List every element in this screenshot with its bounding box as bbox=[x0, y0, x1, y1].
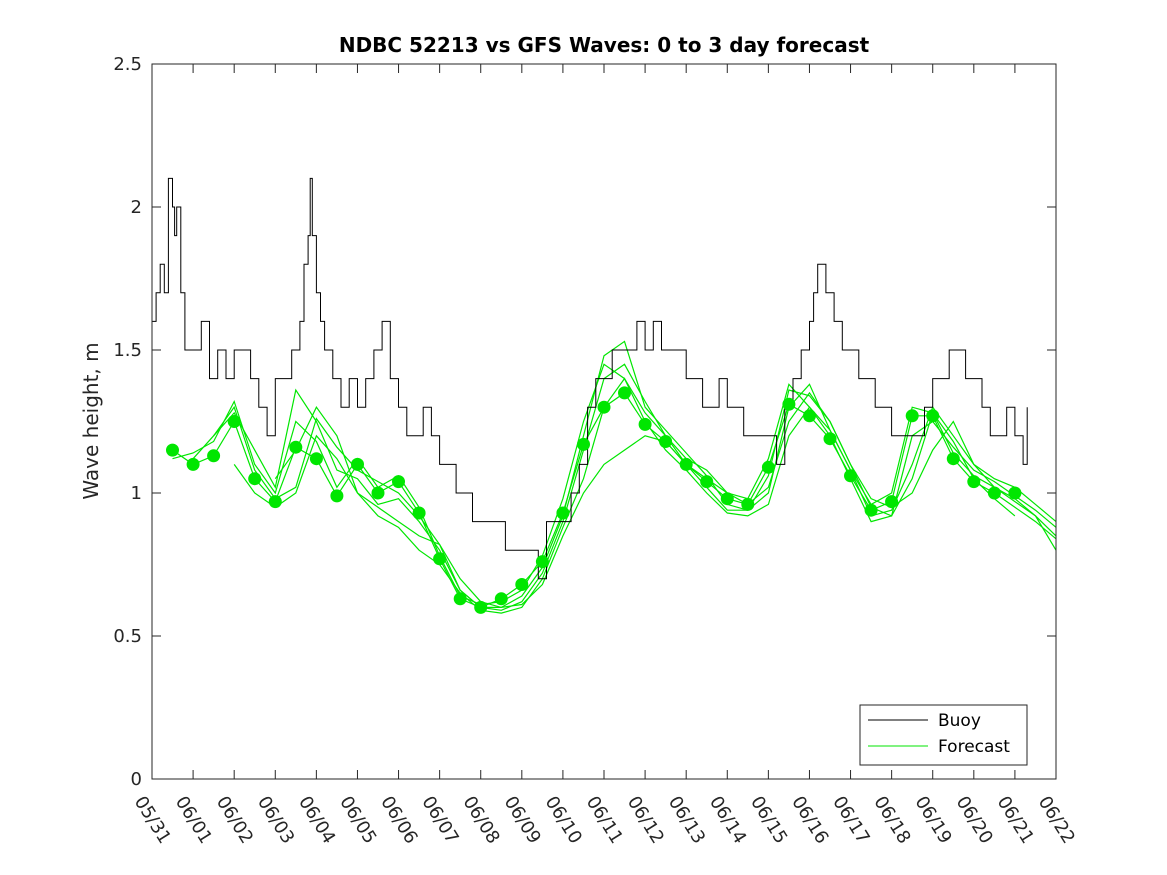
forecast-marker bbox=[967, 475, 981, 489]
forecast-marker bbox=[1008, 486, 1022, 500]
x-tick-label: 06/19 bbox=[910, 793, 955, 848]
legend-buoy-label: Buoy bbox=[938, 711, 981, 731]
x-tick-label: 06/07 bbox=[417, 793, 462, 848]
forecast-marker bbox=[659, 435, 673, 448]
forecast-marker bbox=[248, 472, 262, 486]
forecast-marker bbox=[987, 486, 1001, 500]
x-tick-label: 06/15 bbox=[746, 793, 791, 848]
forecast-marker bbox=[679, 457, 693, 471]
forecast-marker bbox=[351, 457, 364, 471]
forecast-line-5 bbox=[233, 377, 1016, 614]
forecast-marker bbox=[803, 409, 816, 423]
forecast-line-1 bbox=[172, 392, 1057, 609]
forecast-marker bbox=[720, 492, 734, 506]
x-tick-label: 06/16 bbox=[787, 793, 832, 848]
x-tick-label: 06/13 bbox=[664, 793, 709, 848]
forecast-marker bbox=[453, 592, 467, 606]
y-tick-label: 2 bbox=[131, 197, 142, 218]
forecast-marker bbox=[844, 469, 857, 483]
forecast-marker bbox=[700, 475, 714, 489]
chart-title: NDBC 52213 vs GFS Waves: 0 to 3 day fore… bbox=[339, 33, 870, 57]
plot-frame bbox=[151, 63, 1057, 780]
forecast-marker bbox=[392, 475, 405, 489]
forecast-marker bbox=[207, 449, 221, 463]
x-tick-label: 06/04 bbox=[294, 793, 339, 848]
forecast-marker bbox=[741, 497, 755, 511]
forecast-marker bbox=[227, 415, 241, 428]
forecast-line-3 bbox=[192, 340, 1057, 609]
legend: Buoy Forecast bbox=[859, 704, 1028, 766]
forecast-marker bbox=[474, 600, 488, 614]
x-tick-label: 06/09 bbox=[500, 793, 545, 848]
plot-area bbox=[152, 177, 1057, 614]
forecast-marker bbox=[761, 460, 775, 474]
x-tick-label: 06/06 bbox=[376, 793, 421, 848]
y-tick-label: 0.5 bbox=[113, 626, 142, 647]
forecast-marker bbox=[515, 578, 529, 591]
x-tick-label: 06/17 bbox=[828, 793, 873, 848]
forecast-marker bbox=[535, 555, 549, 569]
forecast-marker bbox=[926, 409, 940, 423]
forecast-marker bbox=[905, 409, 919, 423]
forecast-marker bbox=[268, 495, 282, 509]
x-tick-label: 06/01 bbox=[171, 793, 216, 848]
x-tick-label: 06/11 bbox=[582, 793, 627, 848]
x-tick-label: 06/12 bbox=[623, 793, 668, 848]
legend-box bbox=[859, 704, 1028, 766]
x-tick-label: 06/08 bbox=[458, 793, 503, 848]
x-tick-label: 06/21 bbox=[993, 793, 1038, 848]
forecast-marker bbox=[371, 486, 385, 500]
forecast-marker bbox=[597, 400, 611, 414]
forecast-marker bbox=[823, 432, 837, 446]
x-tick-label: 06/22 bbox=[1034, 793, 1079, 848]
forecast-marker bbox=[638, 417, 652, 431]
legend-forecast-label: Forecast bbox=[938, 737, 1010, 757]
x-tick-label: 06/05 bbox=[335, 793, 380, 848]
forecast-marker bbox=[330, 489, 344, 503]
forecast-marker bbox=[618, 386, 631, 400]
forecast-marker bbox=[885, 495, 899, 509]
y-tick-label: 0 bbox=[131, 769, 142, 790]
x-tick-label: 06/02 bbox=[212, 793, 257, 848]
forecast-marker bbox=[166, 443, 179, 457]
buoy-line bbox=[152, 177, 1028, 580]
forecast-marker bbox=[412, 506, 426, 520]
x-tick-label: 06/03 bbox=[253, 793, 298, 848]
forecast-marker bbox=[556, 506, 570, 520]
x-tick-label: 05/31 bbox=[130, 793, 175, 848]
x-tick-label: 06/10 bbox=[541, 793, 586, 848]
x-tick-label: 06/14 bbox=[705, 793, 750, 848]
y-tick-label: 1.5 bbox=[113, 340, 142, 361]
forecast-marker bbox=[864, 503, 878, 517]
forecast-marker bbox=[186, 457, 200, 471]
forecast-marker bbox=[289, 440, 303, 454]
x-tick-label: 06/18 bbox=[869, 793, 914, 848]
x-tick-label: 06/20 bbox=[952, 793, 997, 848]
y-tick-label: 1 bbox=[131, 483, 142, 504]
forecast-marker bbox=[946, 452, 960, 466]
forecast-marker bbox=[782, 397, 796, 411]
forecast-marker bbox=[433, 552, 447, 566]
forecast-marker bbox=[577, 437, 590, 451]
forecast-marker bbox=[309, 452, 323, 466]
y-axis-title: Wave height, m bbox=[79, 342, 103, 499]
forecast-marker bbox=[494, 592, 508, 606]
y-tick-label: 2.5 bbox=[113, 54, 142, 75]
